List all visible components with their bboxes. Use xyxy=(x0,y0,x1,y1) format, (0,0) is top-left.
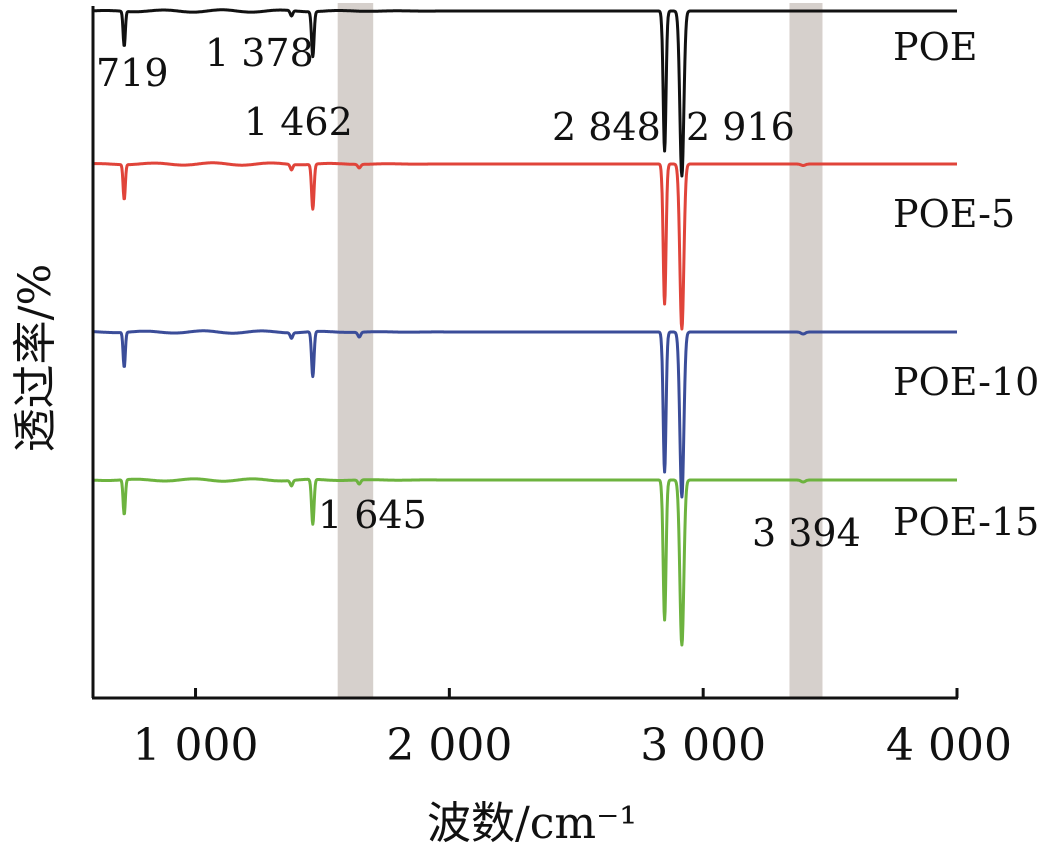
peak-label-2916: 2 916 xyxy=(686,105,795,149)
axes xyxy=(91,6,958,700)
series-line-poe-5 xyxy=(93,161,958,331)
x-tick-label: 2 000 xyxy=(386,720,512,771)
x-tick-label: 1 000 xyxy=(133,720,259,771)
series-label-poe: POE xyxy=(893,25,977,69)
peak-label-1462: 1 462 xyxy=(244,100,353,144)
series-label-poe-10: POE-10 xyxy=(893,360,1037,404)
peak-label-3394: 3 394 xyxy=(752,511,861,555)
series-label-poe-5: POE-5 xyxy=(893,192,1015,236)
highlight-bands xyxy=(337,3,823,698)
spectra-traces xyxy=(93,8,958,647)
y-axis-title: 透过率/% xyxy=(10,264,61,453)
peak-label-1645: 1 645 xyxy=(318,493,427,537)
series-labels: POE POE-5 POE-10 POE-15 xyxy=(893,25,1037,544)
series-line-poe-10 xyxy=(93,329,958,499)
x-tick-label: 3 000 xyxy=(640,720,766,771)
x-ticks: 1 000 2 000 3 000 4 000 xyxy=(133,688,1012,771)
highlight-band xyxy=(337,3,374,698)
x-axis-title: 波数/cm⁻¹ xyxy=(427,798,637,849)
peak-label-1378: 1 378 xyxy=(205,31,314,75)
series-label-poe-15: POE-15 xyxy=(893,500,1037,544)
peak-label-2848: 2 848 xyxy=(552,105,661,149)
highlight-band xyxy=(789,3,823,698)
peak-label-719: 719 xyxy=(96,51,169,95)
x-tick-label: 4 000 xyxy=(886,720,1012,771)
series-line-poe-15 xyxy=(93,477,958,647)
series-line-poe xyxy=(93,8,958,178)
